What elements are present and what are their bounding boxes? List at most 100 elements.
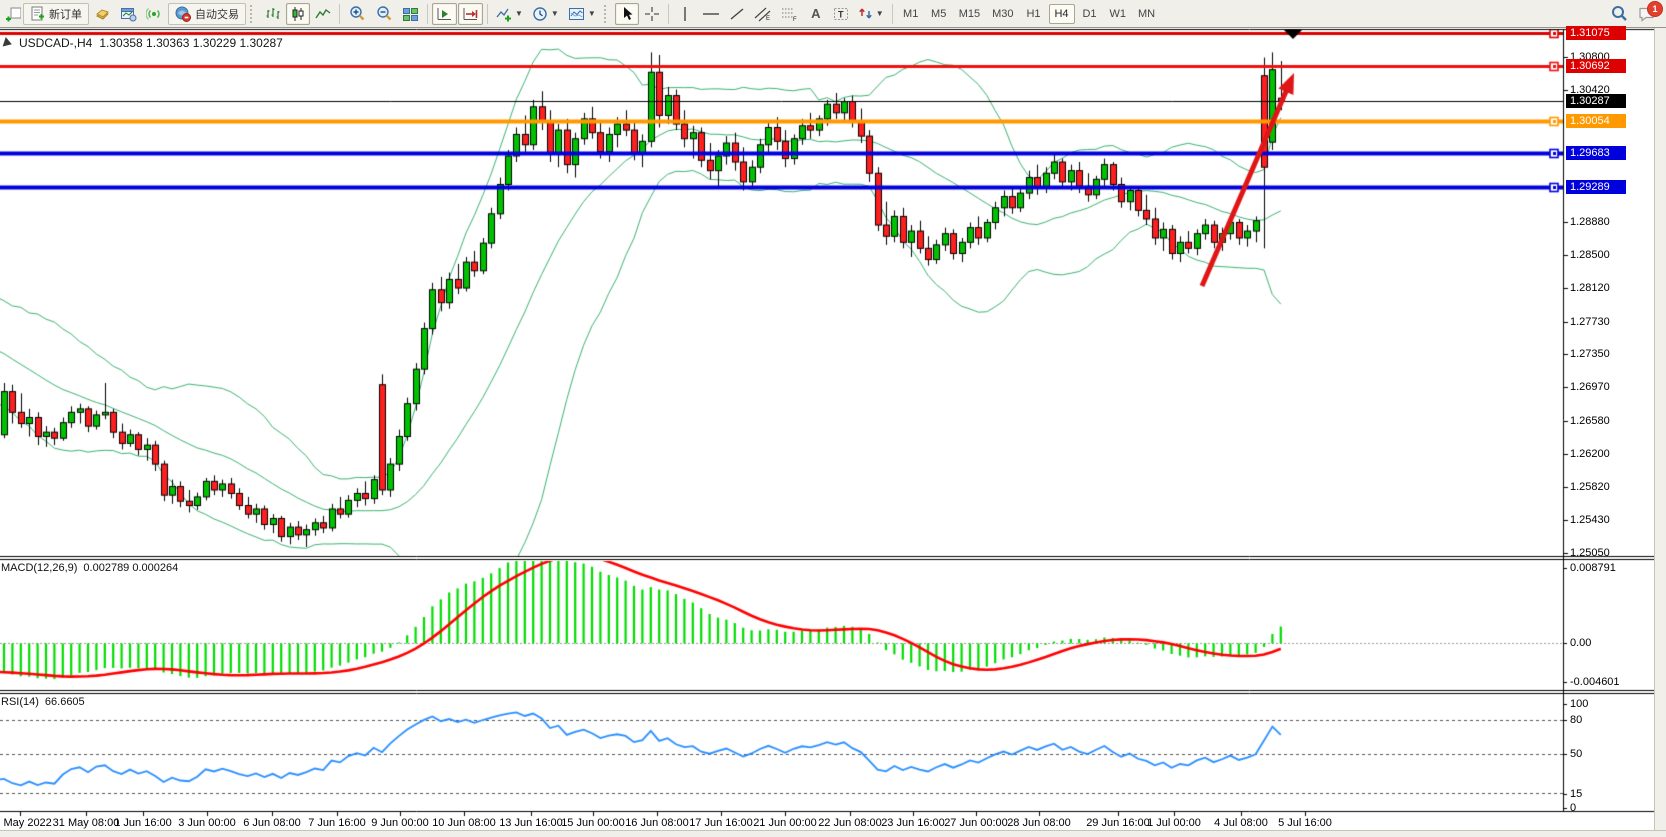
templates-caret-icon: ▼ <box>587 9 596 18</box>
toolbar-grip <box>250 4 257 23</box>
templates-button[interactable]: ▼ <box>564 3 600 25</box>
time-axis-label: 7 Jun 16:00 <box>308 817 366 829</box>
timeframe-button-h4[interactable]: H4 <box>1048 3 1075 24</box>
crosshair-tool-button[interactable] <box>640 3 664 25</box>
candlestick-chart-button[interactable] <box>286 2 310 25</box>
periods-button[interactable]: ▼ <box>528 3 563 25</box>
horizontal-line-tool-button[interactable] <box>698 3 724 25</box>
toolbar: 新订单 自动交易 ▼ ▼ <box>0 0 1666 28</box>
market-button[interactable] <box>90 3 115 25</box>
rsi-axis-label: 100 <box>1570 698 1589 710</box>
time-axis-label: 5 Jul 16:00 <box>1278 817 1332 829</box>
svg-text:T: T <box>838 9 844 19</box>
time-axis-label: 6 Jun 08:00 <box>243 817 301 829</box>
market-icon <box>96 8 109 20</box>
signals-button[interactable] <box>142 3 167 25</box>
timeframe-button-mn[interactable]: MN <box>1138 7 1156 20</box>
timeframe-button-m1[interactable]: M1 <box>903 7 919 20</box>
svg-text:F: F <box>793 17 797 22</box>
timeframe-button-h1[interactable]: H1 <box>1026 7 1041 20</box>
line-chart-icon <box>315 8 331 18</box>
new-chart-icon[interactable] <box>4 3 22 25</box>
arrow-objects-icon <box>858 8 872 18</box>
macd-indicator-name: MACD(12,26,9) <box>1 562 78 574</box>
fibonacci-tool-button[interactable]: F <box>777 3 803 25</box>
price-line-badge: 1.30287 <box>1566 94 1626 108</box>
chart-title: USDCAD-,H4 1.30358 1.30363 1.30229 1.302… <box>2 36 283 50</box>
indicators-caret-icon: ▼ <box>515 9 523 18</box>
price-tick-label: 1.27730 <box>1570 315 1610 328</box>
fibonacci-icon: F <box>781 8 797 22</box>
time-axis-label: 29 Jun 16:00 <box>1086 817 1150 829</box>
crosshair-icon <box>644 6 659 21</box>
toolbar-right-group: 1 <box>1611 0 1663 22</box>
vertical-line-tool-button[interactable] <box>673 3 697 25</box>
signals-icon <box>146 7 160 20</box>
channel-tool-button[interactable]: E <box>750 3 776 25</box>
line-chart-button[interactable] <box>311 3 335 25</box>
chart-shift-button[interactable] <box>458 2 483 25</box>
indicators-button[interactable]: ▼ <box>492 3 527 25</box>
chart-shift-icon <box>463 7 478 20</box>
rsi-axis-label: 50 <box>1570 748 1583 760</box>
arrows-tool-button[interactable]: ▼ <box>854 3 888 25</box>
macd-axis-label: 0.008791 <box>1570 562 1616 574</box>
zoom-in-icon <box>350 6 365 21</box>
charts-window-button[interactable] <box>116 3 141 25</box>
toolbar-separator <box>891 3 893 24</box>
time-axis-label: 15 Jun 00:00 <box>561 817 625 829</box>
timeframe-button-w1[interactable]: W1 <box>1109 7 1127 20</box>
text-label-tool-button[interactable]: T <box>829 3 853 25</box>
horizontal-line-icon <box>702 12 719 15</box>
candlestick-chart-icon <box>292 6 304 21</box>
templates-icon <box>568 7 584 20</box>
new-order-icon <box>31 6 44 21</box>
new-order-button[interactable]: 新订单 <box>23 2 89 25</box>
search-icon[interactable] <box>1611 5 1628 22</box>
notifications-button[interactable]: 1 <box>1638 0 1663 22</box>
arrows-caret-icon: ▼ <box>875 9 884 18</box>
time-axis-label: 9 Jun 00:00 <box>371 817 429 829</box>
time-axis-label: 22 Jun 08:00 <box>818 817 882 829</box>
indicators-icon <box>496 8 511 21</box>
cursor-tool-button[interactable] <box>614 2 639 25</box>
auto-scroll-button[interactable] <box>432 2 457 25</box>
zoom-out-button[interactable] <box>371 3 397 25</box>
periods-caret-icon: ▼ <box>550 9 559 18</box>
timeframe-button-m15[interactable]: M15 <box>958 7 981 20</box>
text-label-icon: T <box>833 7 848 20</box>
rsi-axis-label: 80 <box>1570 714 1583 726</box>
price-line-badge: 1.29289 <box>1566 180 1626 195</box>
bar-chart-button[interactable] <box>261 3 285 25</box>
chart-canvas[interactable] <box>0 28 1666 836</box>
new-chart-glyph <box>6 7 21 21</box>
time-axis-label: 4 Jul 08:00 <box>1214 817 1268 829</box>
auto-trading-button[interactable]: 自动交易 <box>168 2 246 25</box>
toolbar-separator <box>487 3 488 24</box>
price-tick-label: 1.25050 <box>1570 547 1610 559</box>
zoom-in-button[interactable] <box>344 3 370 25</box>
object-pointer-icon <box>2 37 14 49</box>
macd-pane-label: MACD(12,26,9) 0.002789 0.000264 <box>1 562 178 574</box>
price-tick-label: 1.28880 <box>1570 216 1610 229</box>
price-line-badge: 1.31075 <box>1566 26 1626 40</box>
bar-chart-icon <box>266 7 280 19</box>
equidistant-channel-icon: E <box>754 7 771 22</box>
text-tool-button[interactable]: A <box>811 6 821 21</box>
chart-area: USDCAD-,H4 1.30358 1.30363 1.30229 1.302… <box>0 26 1666 837</box>
timeframe-toolbar: M1 M5 M15 M30 H1 H4 D1 W1 MN <box>897 3 1161 24</box>
price-tick-label: 1.27350 <box>1570 348 1610 361</box>
trendline-tool-button[interactable] <box>725 3 749 25</box>
price-line-badge: 1.30054 <box>1566 114 1626 129</box>
time-axis-label: 1 Jun 16:00 <box>114 817 172 829</box>
timeframe-button-m30[interactable]: M30 <box>992 7 1014 20</box>
timeframe-button-d1[interactable]: D1 <box>1082 7 1097 20</box>
timeframe-button-m5[interactable]: M5 <box>931 7 947 20</box>
price-tick-label: 1.26580 <box>1570 414 1610 427</box>
cursor-icon <box>623 7 633 20</box>
tile-windows-button[interactable] <box>398 3 423 25</box>
time-axis-label: 21 Jun 00:00 <box>753 817 817 829</box>
price-tick-label: 1.30420 <box>1570 83 1610 96</box>
rsi-indicator-name: RSI(14) <box>1 696 39 708</box>
time-axis-label: 10 Jun 08:00 <box>432 817 496 829</box>
